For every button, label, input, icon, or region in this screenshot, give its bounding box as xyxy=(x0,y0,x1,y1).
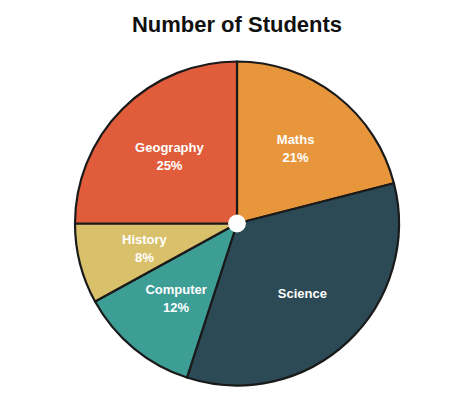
data-label: 21% xyxy=(283,150,309,165)
chart: Number of Students Maths 21% Science Compute… xyxy=(0,0,474,397)
data-label: 8% xyxy=(135,250,154,265)
slice-label: Science xyxy=(278,286,327,301)
title: Number of Students xyxy=(132,12,342,37)
data-label: 12% xyxy=(163,300,189,315)
slice xyxy=(75,62,237,224)
data-label: 25% xyxy=(156,158,182,173)
pie xyxy=(75,62,399,386)
slice-label: Computer xyxy=(145,282,206,297)
slice xyxy=(75,224,237,302)
slice-label: Geography xyxy=(135,140,204,155)
slice-label: History xyxy=(122,232,168,247)
center-dot xyxy=(228,215,246,233)
slice-label: Maths xyxy=(277,132,315,147)
labels: Maths 21% Science Computer 12% History 8% Geogr… xyxy=(122,132,327,314)
